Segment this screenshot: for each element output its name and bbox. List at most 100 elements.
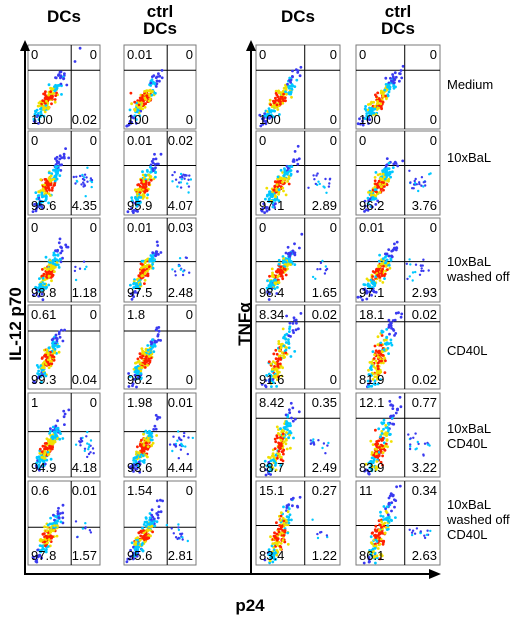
panel-r5-c3 [255,392,341,478]
quadrant-value-bl: 95.6 [127,548,153,563]
quadrant-value-tl: 8.42 [259,395,285,410]
quadrant-value-tr: 0 [329,220,337,235]
quadrant-value-bl: 93.6 [127,460,153,475]
event-density [32,328,66,384]
quadrant-value-tl: 1 [31,395,39,410]
quadrant-value-tr: 0 [89,307,97,322]
event-density [356,64,405,127]
quadrant-value-tl: 0 [259,133,267,148]
panel-r1-c4 [355,44,441,130]
quadrant-value-tl: 15.1 [259,483,285,498]
panel-r1-c1 [27,44,101,130]
event-density [126,152,193,215]
quadrant-value-tr: 0 [89,395,97,410]
quadrant-value-tl: 1.98 [127,395,153,410]
panel-frame [27,304,101,390]
panel-r5-c4 [355,392,441,478]
event-density [260,144,332,215]
event-density [366,311,404,389]
quadrant-value-br: 0.02 [71,112,97,127]
panel-r5-c1 [27,392,101,478]
quadrant-value-br: 2.63 [411,548,437,563]
quadrant-value-br: 2.81 [167,548,193,563]
panel-frame [123,44,197,130]
y-axis-arrow-tnf [246,40,256,575]
panel-r2-c2 [123,130,197,216]
panel-r3-c3 [255,217,341,303]
quadrant-value-br: 2.89 [311,198,337,213]
event-density [34,408,95,472]
quadrant-value-bl: 98.8 [31,285,57,300]
panel-r1-c2 [123,44,197,130]
quadrant-value-bl: 100 [127,112,149,127]
event-density [31,503,93,564]
quadrant-value-bl: 98.2 [127,372,153,387]
quadrant-value-tr: 0.34 [411,483,437,498]
quadrant-value-br: 4.07 [167,198,193,213]
panel-r6-c2 [123,480,197,566]
quadrant-value-br: 1.22 [311,548,337,563]
quadrant-value-bl: 94.9 [31,460,57,475]
panel-r3-c2 [123,217,197,303]
event-density [127,326,163,389]
quadrant-value-br: 3.22 [411,460,437,475]
quadrant-value-tr: 0.03 [167,220,193,235]
row-label-bal: 10xBaL [447,150,492,165]
quadrant-value-bl: 97.5 [127,285,153,300]
event-density [363,157,432,213]
quadrant-value-tl: 0 [259,47,267,62]
row-label-bal-washed: 10xBaL washed off [447,254,510,284]
quadrant-value-tr: 0 [429,47,437,62]
quadrant-value-tl: 0.01 [127,220,153,235]
quadrant-value-br: 2.48 [167,285,193,300]
quadrant-value-bl: 91.6 [259,372,285,387]
quadrant-value-bl: 83.9 [359,460,385,475]
quadrant-value-tl: 0 [31,220,39,235]
quadrant-value-tl: 0 [359,47,367,62]
panel-r6-c1 [27,480,101,566]
event-density [263,401,330,477]
quadrant-value-tr: 0.77 [411,395,437,410]
row-label-cd40l: CD40L [447,343,488,358]
panel-r4-c1 [27,304,101,390]
quadrant-value-tl: 8.34 [259,307,285,322]
event-density [32,237,88,302]
row-label-bal-washed-cd40l: 10xBaL washed off CD40L [447,497,510,542]
event-density [265,232,329,301]
quadrant-value-tr: 0 [429,220,437,235]
event-density [32,46,82,125]
quadrant-value-tl: 1.8 [127,307,146,322]
quadrant-value-tl: 0.01 [359,220,385,235]
panel-r5-c2 [123,392,197,478]
quadrant-value-br: 4.44 [167,460,193,475]
column-header-ctrl-dcs-il12: ctrl DCs [142,2,177,38]
quadrant-value-br: 4.35 [71,198,97,213]
quadrant-value-tl: 0.01 [127,47,153,62]
event-density [258,65,303,128]
quadrant-value-tl: 18.1 [359,307,385,322]
panel-r6-c3 [255,480,341,566]
quadrant-value-tr: 0.35 [311,395,337,410]
event-density [125,498,189,564]
quadrant-value-tr: 0.01 [167,395,193,410]
quadrant-value-tl: 11 [359,483,373,498]
row-label-medium: Medium [447,77,494,92]
quadrant-value-tr: 0.02 [311,307,337,322]
quadrant-value-bl: 97.1 [359,285,385,300]
quadrant-value-br: 0.04 [71,372,97,387]
quadrant-value-br: 1.57 [71,548,97,563]
quadrant-value-tr: 0 [89,220,97,235]
quadrant-value-tr: 0.02 [167,133,193,148]
event-density [31,147,94,214]
quadrant-value-br: 0 [185,112,193,127]
panel-r6-c4 [355,480,441,566]
quadrant-value-tr: 0 [185,47,193,62]
quadrant-value-br: 0 [329,372,337,387]
panel-r3-c1 [27,217,101,303]
quadrant-value-br: 0 [329,112,337,127]
y-axis-label-tnf: TNFα [235,302,254,346]
column-header-dcs-tnf: DCs [280,7,315,26]
event-density [129,240,191,301]
x-axis-label-p24: p24 [235,596,265,615]
